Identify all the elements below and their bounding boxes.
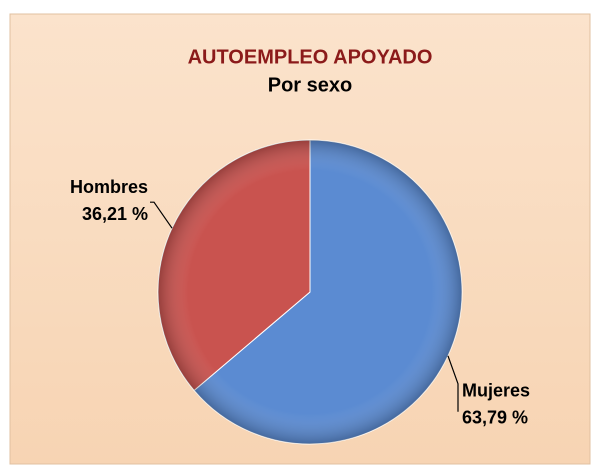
chart-subtitle: Por sexo — [268, 74, 352, 96]
slice-label: Hombres — [70, 177, 148, 197]
chart-title: AUTOEMPLEO APOYADO — [188, 46, 433, 68]
slice-value-label: 36,21 % — [82, 204, 148, 224]
slice-value-label: 63,79 % — [462, 408, 528, 428]
slice-label: Mujeres — [462, 381, 530, 401]
